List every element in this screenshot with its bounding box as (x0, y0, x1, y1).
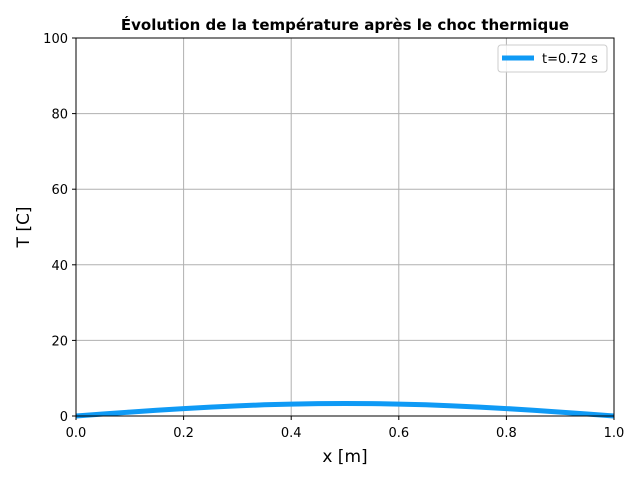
y-tick-label: 40 (51, 259, 68, 274)
x-tick-label: 0.6 (388, 426, 409, 441)
legend-box (497, 44, 608, 73)
x-tick-label: 0.0 (66, 426, 87, 441)
grid (75, 37, 615, 417)
ticks: 0.0 0.2 0.4 0.6 0.8 1.0 0 20 40 60 80 100 (43, 32, 624, 441)
x-tick-label: 0.8 (496, 426, 517, 441)
y-tick-label: 0 (60, 410, 68, 425)
legend: t=0.72 s (497, 44, 608, 73)
y-tick-label: 20 (51, 334, 68, 349)
series-group (75, 401, 615, 419)
y-tick-label: 60 (51, 183, 68, 198)
y-tick-label: 100 (43, 32, 68, 47)
plot-frame (75, 37, 615, 417)
x-tick-label: 0.4 (281, 426, 302, 441)
x-tick-label: 0.2 (173, 426, 194, 441)
x-tick-label: 1.0 (604, 426, 625, 441)
x-axis-label: x [m] (322, 447, 367, 467)
legend-label: t=0.72 s (542, 52, 598, 67)
y-axis-label: T [C] (14, 207, 34, 249)
chart-title: Évolution de la température après le cho… (121, 15, 569, 34)
y-tick-label: 80 (51, 108, 68, 123)
series-line (75, 401, 615, 419)
